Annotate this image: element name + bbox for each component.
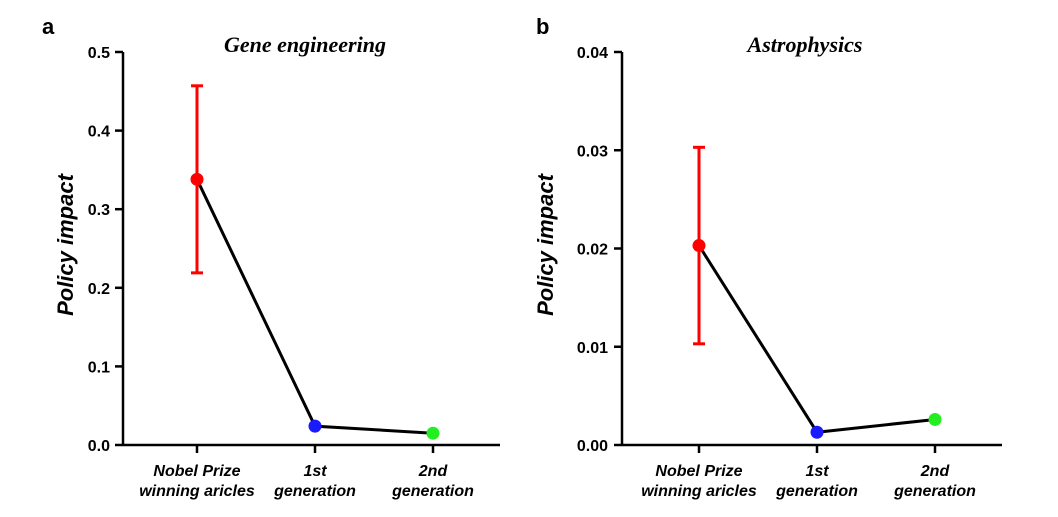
y-tick-label: 0.00 [577, 438, 608, 455]
y-tick-label: 0.03 [577, 143, 608, 160]
y-tick-label: 0.4 [88, 124, 110, 141]
x-tick-label: Nobel Prize winning aricles [139, 463, 255, 500]
chart-title: Gene engineering [224, 32, 386, 57]
panel-letter: b [536, 14, 549, 39]
x-tick-label: Nobel Prize winning aricles [641, 463, 757, 500]
y-tick-label: 0.04 [577, 45, 608, 62]
panel-letter: a [42, 14, 55, 39]
y-tick-label: 0.02 [577, 242, 608, 259]
x-tick-label: 2nd generation [893, 463, 976, 500]
data-point [810, 425, 824, 439]
chart-title: Astrophysics [746, 32, 863, 57]
data-point [426, 426, 440, 440]
y-tick-label: 0.1 [88, 359, 110, 376]
y-axis-label: Policy impact [53, 172, 78, 316]
data-point [692, 239, 706, 253]
data-point [928, 412, 942, 426]
chart-panel-b: b Astrophysics Policy impact 0.00 0.01 0.02 0.… [533, 14, 1002, 500]
y-tick-label: 0.5 [88, 45, 110, 62]
x-tick-label: 2nd generation [391, 463, 474, 500]
series-line [697, 244, 936, 434]
y-tick-label: 0.01 [577, 340, 608, 357]
data-point [308, 419, 322, 433]
x-tick-label: 1st generation [273, 463, 356, 500]
y-tick-label: 0.2 [88, 281, 110, 298]
series-line [195, 178, 434, 435]
y-tick-label: 0.0 [88, 438, 110, 455]
y-tick-label: 0.3 [88, 202, 110, 219]
y-axis-label: Policy impact [533, 172, 558, 316]
x-tick-label: 1st generation [775, 463, 858, 500]
chart-panel-a: a Gene engineering Policy impact 0.0 0.1 0.2 0… [42, 14, 500, 500]
data-point [190, 172, 204, 186]
